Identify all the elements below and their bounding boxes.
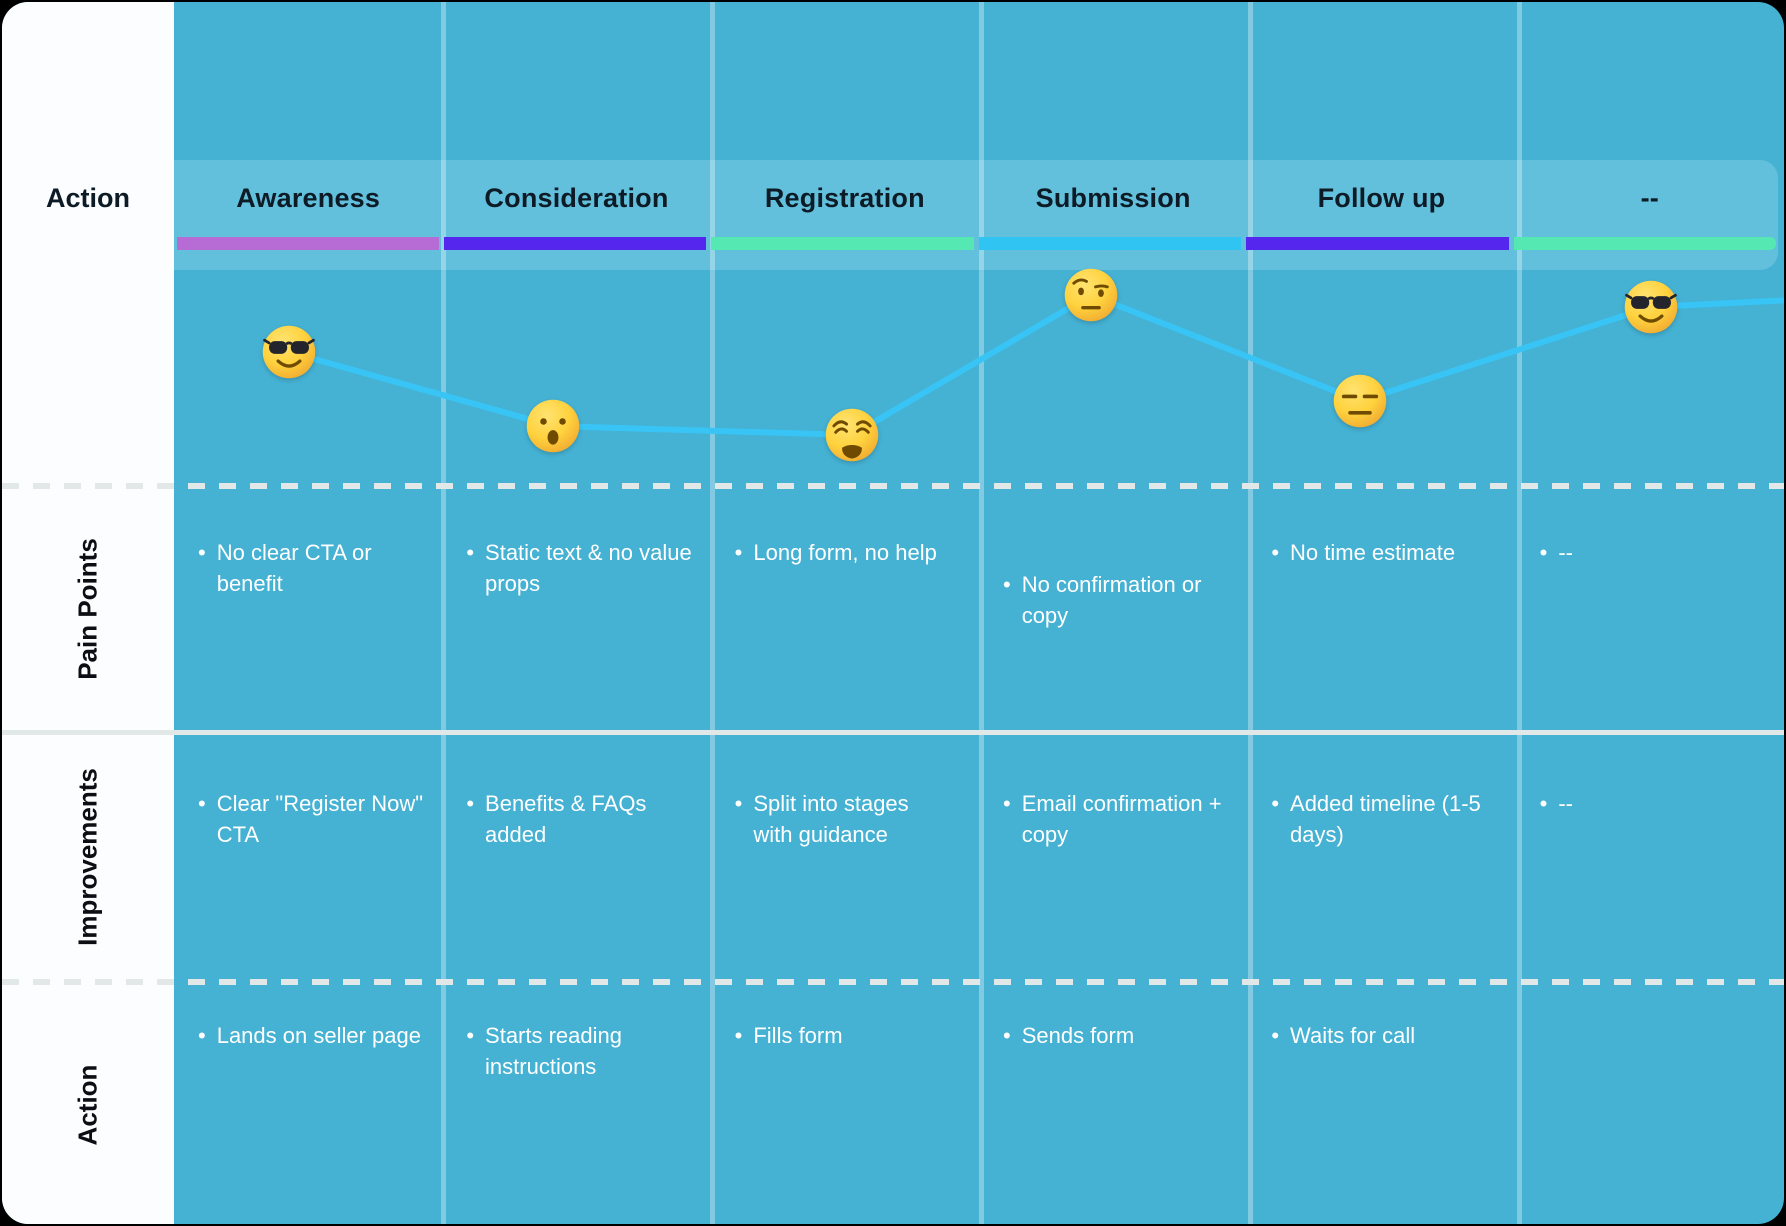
pain-text: No clear CTA or benefit xyxy=(216,540,372,597)
stage-header-consideration[interactable]: Consideration xyxy=(442,160,710,237)
corner-action-label: Action xyxy=(46,183,130,213)
emoji-marker-smiling-face-with-sunglasses[interactable] xyxy=(1622,278,1680,336)
stage-header-label: Follow up xyxy=(1317,183,1446,213)
bullet-icon: • xyxy=(466,1023,475,1048)
pain-cell-submission[interactable]: • No confirmation or copy xyxy=(979,487,1247,732)
bullet-icon: • xyxy=(734,791,743,816)
pain-points-row: • No clear CTA or benefit • Static text & n… xyxy=(174,487,1784,732)
stage-header-row: Awareness Consideration Registration Submis… xyxy=(174,160,1784,237)
emoji-marker-face-with-raised-eyebrow[interactable] xyxy=(1062,266,1120,324)
action-text: Lands on seller page xyxy=(216,1023,421,1048)
action-text: Fills form xyxy=(753,1023,843,1048)
dashed-divider-bottom xyxy=(2,979,1784,985)
action-row: • Lands on seller page • Starts reading ins… xyxy=(174,982,1784,1224)
stage-header-label: Awareness xyxy=(236,183,381,213)
column-divider xyxy=(709,2,715,1224)
bullet-icon: • xyxy=(734,1023,743,1048)
bullet-icon: • xyxy=(466,791,475,816)
stage-color-bar-consideration xyxy=(443,237,707,250)
pain-text: Long form, no help xyxy=(753,540,937,565)
stage-header-label: Consideration xyxy=(484,183,669,213)
bullet-icon: • xyxy=(1271,791,1280,816)
bullet-icon: • xyxy=(1271,1023,1280,1048)
improvement-text: Added timeline (1-5 days) xyxy=(1290,791,1481,848)
action-text: Waits for call xyxy=(1290,1023,1416,1048)
pain-cell-registration[interactable]: • Long form, no help xyxy=(711,487,979,732)
emoji-marker-smiling-face-with-sunglasses[interactable] xyxy=(260,323,318,381)
row-label-pain-points: Pain Points xyxy=(72,538,103,680)
stage-header-submission[interactable]: Submission xyxy=(979,160,1247,237)
row-label-improvements: Improvements xyxy=(72,768,103,946)
row-label-action: Action xyxy=(72,1064,103,1146)
stage-header-band xyxy=(174,160,1778,270)
action-cell-awareness[interactable]: • Lands on seller page xyxy=(174,982,442,1224)
action-cell-submission[interactable]: • Sends form xyxy=(979,982,1247,1224)
row-label-column: Action Pain Points Improvements Action xyxy=(2,2,174,1224)
stage-color-bar-registration xyxy=(711,237,974,250)
improvement-cell-registration[interactable]: • Split into stages with guidance xyxy=(711,732,979,982)
stage-header-awareness[interactable]: Awareness xyxy=(174,160,442,237)
pain-cell-follow-up[interactable]: • No time estimate xyxy=(1247,487,1515,732)
improvement-cell-awareness[interactable]: • Clear "Register Now" CTA xyxy=(174,732,442,982)
emoji-marker-expressionless-face[interactable] xyxy=(1331,372,1389,430)
column-divider xyxy=(978,2,984,1224)
bullet-icon: • xyxy=(734,540,743,565)
improvement-text: Benefits & FAQs added xyxy=(485,791,647,848)
bullet-icon: • xyxy=(1002,791,1011,816)
improvement-cell-blank[interactable]: • -- xyxy=(1516,732,1784,982)
improvement-cell-submission[interactable]: • Email confirmation + copy xyxy=(979,732,1247,982)
stage-color-bar-blank xyxy=(1513,237,1777,250)
stage-color-bar-follow-up xyxy=(1246,237,1509,250)
bullet-icon: • xyxy=(466,540,475,565)
stage-header-label: Registration xyxy=(764,183,925,213)
improvement-text: Clear "Register Now" CTA xyxy=(216,791,424,848)
action-cell-follow-up[interactable]: • Waits for call xyxy=(1247,982,1515,1224)
improvement-cell-follow-up[interactable]: • Added timeline (1-5 days) xyxy=(1247,732,1515,982)
improvement-text: Split into stages with guidance xyxy=(753,791,909,848)
stage-header-label: -- xyxy=(1640,183,1659,213)
bullet-icon: • xyxy=(198,540,206,565)
bullet-icon: • xyxy=(1539,540,1548,565)
stage-header-follow-up[interactable]: Follow up xyxy=(1247,160,1515,237)
solid-divider-middle xyxy=(2,730,1784,735)
pain-text: No confirmation or copy xyxy=(1021,572,1202,629)
bullet-icon: • xyxy=(1271,540,1280,565)
stage-header-blank[interactable]: -- xyxy=(1516,160,1784,237)
emoji-marker-weary-face[interactable] xyxy=(823,406,881,464)
improvement-text: -- xyxy=(1558,791,1573,816)
stage-color-bar-submission xyxy=(978,237,1242,250)
pain-text: Static text & no value props xyxy=(485,540,692,597)
action-cell-registration[interactable]: • Fills form xyxy=(711,982,979,1224)
bullet-icon: • xyxy=(198,791,206,816)
pain-cell-blank[interactable]: • -- xyxy=(1516,487,1784,732)
bullet-icon: • xyxy=(1002,572,1011,597)
bullet-icon: • xyxy=(1539,791,1548,816)
stage-color-bar-awareness xyxy=(176,237,439,250)
bullet-icon: • xyxy=(1002,1023,1011,1048)
action-cell-consideration[interactable]: • Starts reading instructions xyxy=(442,982,710,1224)
pain-text: No time estimate xyxy=(1290,540,1456,565)
stage-color-bars xyxy=(174,237,1784,250)
improvement-text: Email confirmation + copy xyxy=(1021,791,1222,848)
dashed-divider-top xyxy=(2,483,1784,489)
column-divider xyxy=(1516,2,1522,1224)
action-cell-blank[interactable] xyxy=(1516,982,1784,1224)
action-text: Sends form xyxy=(1021,1023,1135,1048)
column-divider xyxy=(440,2,446,1224)
bullet-icon: • xyxy=(198,1023,206,1048)
action-text: Starts reading instructions xyxy=(485,1023,622,1080)
column-divider xyxy=(1247,2,1253,1224)
pain-cell-consideration[interactable]: • Static text & no value props xyxy=(442,487,710,732)
pain-text: -- xyxy=(1558,540,1573,565)
emoji-marker-face-with-open-mouth[interactable] xyxy=(524,397,582,455)
pain-cell-awareness[interactable]: • No clear CTA or benefit xyxy=(174,487,442,732)
stage-header-label: Submission xyxy=(1035,183,1191,213)
stage-header-registration[interactable]: Registration xyxy=(711,160,979,237)
improvement-cell-consideration[interactable]: • Benefits & FAQs added xyxy=(442,732,710,982)
improvements-row: • Clear "Register Now" CTA • Benefits & FAQ… xyxy=(174,732,1784,982)
